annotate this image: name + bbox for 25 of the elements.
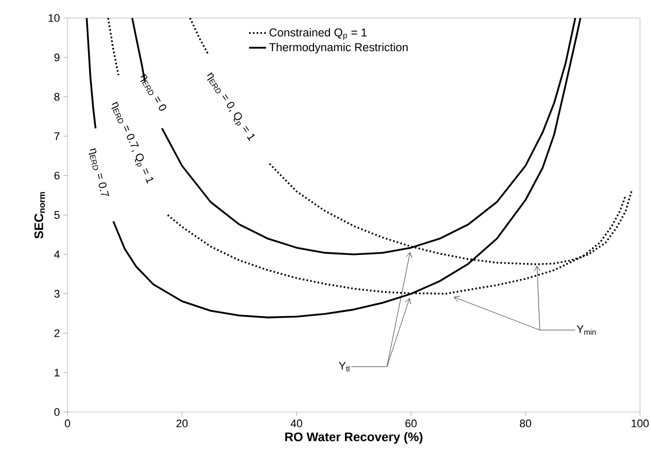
x-tick-label: 20 xyxy=(176,420,188,428)
y-tick-label: 4 xyxy=(54,250,60,258)
annotation: Y$_{min}$ xyxy=(576,325,596,335)
y-tick-label: 9 xyxy=(54,54,60,62)
x-axis-title: RO Water Recovery (%) xyxy=(285,432,422,444)
x-tick-label: 100 xyxy=(632,420,649,428)
x-tick-label: 40 xyxy=(290,420,302,428)
y-tick-label: 3 xyxy=(54,290,60,298)
x-tick-label: 60 xyxy=(405,420,417,428)
y-tick-label: 1 xyxy=(54,368,60,376)
legend-label: Thermodynamic Restriction xyxy=(269,42,408,54)
annotation: Y$_{tl}$ xyxy=(338,362,350,372)
y-tick-label: 10 xyxy=(48,14,60,22)
y-tick-label: 5 xyxy=(54,211,60,219)
annotation: η$_{ERD}$ = 0.7, Q$_{p}$ = 1 xyxy=(111,102,154,184)
y-axis-title: SEC$_{norm}$ xyxy=(34,192,45,239)
x-tick-label: 0 xyxy=(64,420,70,428)
y-tick-label: 0 xyxy=(54,408,60,416)
y-tick-label: 7 xyxy=(54,132,60,140)
annotation: η$_{ERD}$ = 0.7 xyxy=(88,148,110,196)
y-tick-label: 8 xyxy=(54,92,60,101)
y-tick-label: 6 xyxy=(54,172,60,180)
legend-label: Constrained Q$_{p}$ = 1 xyxy=(270,28,367,40)
x-tick-label: 80 xyxy=(520,420,532,428)
y-tick-label: 2 xyxy=(54,329,60,338)
